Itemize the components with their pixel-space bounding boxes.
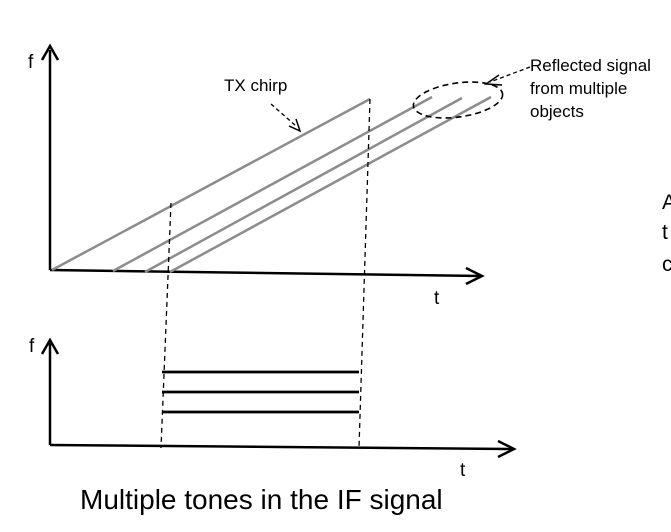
guide-right bbox=[358, 98, 371, 449]
tx-chirp-pointer bbox=[270, 103, 297, 127]
right-edge-text-3: c bbox=[662, 253, 671, 276]
upper-y-arrowhead bbox=[40, 43, 60, 61]
reflected-chirp-1 bbox=[112, 95, 433, 273]
upper-x-arrowhead bbox=[465, 266, 485, 286]
reflected-label-line-3: objects bbox=[530, 102, 584, 121]
right-edge-text-2: t bbox=[662, 221, 668, 244]
lower-x-axis bbox=[49, 443, 515, 451]
guide-left bbox=[160, 202, 172, 449]
reflected-label-line-2: from multiple bbox=[530, 79, 628, 98]
reflected-label-line-1: Reflected signal bbox=[530, 56, 651, 75]
upper-x-axis-label: t bbox=[434, 288, 440, 309]
upper-x-axis bbox=[49, 268, 483, 278]
tx-chirp-label: TX chirp bbox=[224, 76, 288, 95]
tx-chirp-line bbox=[51, 97, 371, 272]
lower-y-axis-label: f bbox=[29, 336, 35, 357]
tx-chirp-pointer-arrowhead bbox=[288, 118, 302, 133]
reflected-chirp-2 bbox=[144, 96, 463, 274]
upper-y-axis-label: f bbox=[28, 52, 34, 73]
reflected-group-ellipse bbox=[412, 81, 504, 119]
lower-x-axis-label: t bbox=[460, 460, 466, 481]
reflected-pointer bbox=[489, 66, 531, 83]
if-tones-group bbox=[162, 370, 359, 414]
lower-y-arrowhead bbox=[40, 337, 60, 355]
caption: Multiple tones in the IF signal bbox=[80, 484, 443, 515]
lower-x-arrowhead bbox=[497, 439, 517, 459]
reflected-pointer-arrowhead bbox=[483, 74, 503, 86]
right-edge-text-1: A bbox=[662, 191, 671, 214]
reflected-chirp-3 bbox=[169, 95, 492, 274]
